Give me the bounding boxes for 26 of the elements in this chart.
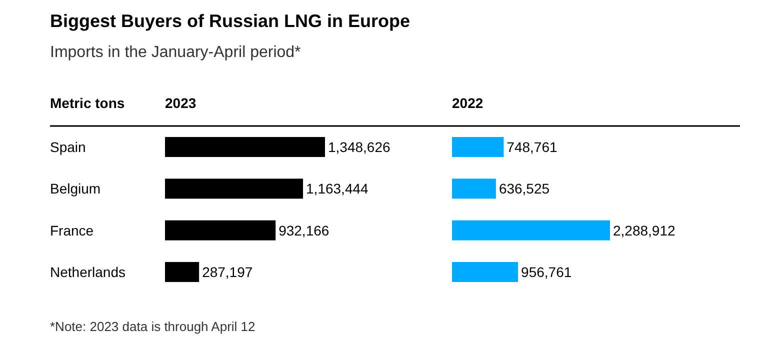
data-label: 287,197	[202, 264, 253, 280]
bar	[452, 262, 518, 282]
y-tick-label: France	[50, 222, 94, 238]
bar	[452, 220, 610, 240]
y-tick-label: Belgium	[50, 180, 101, 197]
data-label: 748,761	[506, 139, 558, 155]
data-label: 1,348,626	[328, 139, 390, 155]
bar	[165, 178, 304, 199]
data-label: 2,288,912	[613, 222, 676, 238]
x-axis-title: 2022	[452, 95, 484, 111]
bar	[452, 178, 496, 199]
y-tick-label: Netherlands	[50, 264, 126, 280]
bar	[165, 137, 325, 157]
text: *Note: 2023 data is through April 12	[50, 319, 256, 334]
data-label: 956,761	[521, 264, 572, 280]
x-axis-title: 2023	[165, 95, 196, 111]
data-label: 1,163,444	[306, 180, 369, 197]
data-label: 636,525	[498, 180, 550, 197]
data-label: 932,166	[278, 222, 330, 238]
chart-title: Biggest Buyers of Russian LNG in Europe	[50, 11, 410, 31]
bar	[452, 137, 504, 157]
y-axis-title: Metric tons	[50, 95, 125, 111]
bar	[165, 220, 276, 240]
chart-subtitle: Imports in the January-April period*	[50, 44, 301, 61]
bar	[165, 262, 200, 282]
y-tick-label: Spain	[50, 139, 86, 155]
